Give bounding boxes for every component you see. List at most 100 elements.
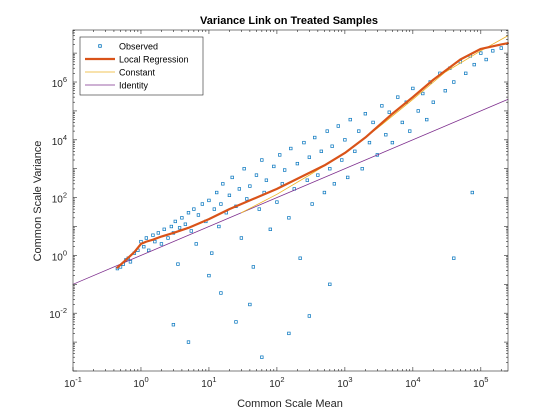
data-point (499, 46, 503, 50)
legend-label-observed: Observed (119, 41, 158, 51)
data-point (171, 323, 176, 327)
data-point (230, 175, 234, 180)
data-point (443, 89, 447, 93)
legend-entries: Observed Local Regression Constant Identity (85, 41, 189, 90)
x-tick-label: 104 (405, 375, 420, 390)
data-point (272, 164, 276, 169)
data-point (196, 213, 201, 217)
data-point (153, 239, 157, 244)
data-point (363, 112, 367, 116)
data-point (219, 291, 223, 295)
data-point (452, 256, 456, 260)
data-point (166, 236, 170, 240)
data-point (375, 153, 379, 157)
y-tick-label: 10-2 (49, 306, 67, 321)
data-point (227, 193, 232, 197)
y-axis-label: Common Scale Variance (32, 141, 44, 262)
data-point (325, 129, 329, 133)
data-point (194, 242, 198, 246)
data-point (156, 231, 160, 235)
data-point (248, 302, 252, 307)
legend: Observed Local Regression Constant Identity (79, 36, 204, 96)
data-point (452, 80, 456, 84)
data-point (367, 140, 372, 145)
series-identity-line (72, 99, 509, 285)
data-point (264, 178, 269, 182)
data-point (275, 200, 279, 204)
data-point (353, 149, 357, 153)
data-point (210, 251, 214, 255)
data-point (322, 190, 327, 195)
data-point (360, 167, 364, 171)
data-point (313, 135, 317, 140)
data-point (147, 248, 151, 252)
data-point (215, 190, 219, 195)
y-tick-label: 100 (52, 248, 67, 263)
data-point (212, 207, 216, 211)
data-point (380, 104, 384, 108)
data-point (142, 245, 146, 249)
axes-layer: 10-1 100 101 102 103 104 105 10-2 100 102 104 106 (49, 30, 508, 390)
data-point (491, 49, 495, 53)
data-point (316, 173, 320, 177)
data-point (186, 211, 191, 215)
data-point (183, 222, 188, 226)
data-point (384, 133, 388, 137)
series-local-regression-line (116, 42, 509, 269)
data-point (484, 57, 488, 62)
data-point (217, 224, 221, 229)
data-point (295, 161, 300, 166)
data-point (159, 242, 164, 246)
data-point (151, 233, 155, 237)
data-point (260, 355, 264, 359)
data-point (128, 260, 133, 264)
data-point (319, 149, 323, 153)
x-tick-label: 105 (473, 375, 488, 390)
data-point (162, 227, 166, 231)
data-point (237, 187, 241, 191)
data-point (251, 265, 255, 269)
data-point (221, 182, 225, 186)
data-point (336, 124, 340, 128)
data-point (328, 282, 332, 286)
data-point (239, 236, 244, 240)
series-observed (115, 46, 503, 359)
data-point (332, 182, 336, 186)
data-point (245, 197, 249, 201)
data-point (307, 314, 311, 318)
data-point (431, 100, 435, 104)
data-point (387, 110, 391, 114)
legend-label-constant: Constant (119, 67, 156, 77)
data-point (289, 146, 293, 151)
data-point (425, 117, 429, 122)
x-tick-label: 100 (133, 375, 148, 390)
data-point (411, 86, 415, 91)
data-point (328, 167, 332, 171)
data-point (470, 190, 474, 195)
data-point (464, 71, 468, 75)
data-point (479, 51, 483, 55)
data-point (257, 207, 261, 211)
data-point (408, 129, 412, 133)
y-tick-label: 106 (52, 75, 67, 90)
data-point (396, 95, 400, 99)
data-point (200, 202, 205, 206)
data-point (298, 256, 302, 260)
data-point (207, 198, 211, 203)
data-point (260, 158, 264, 162)
data-point (400, 120, 404, 125)
x-tick-label: 103 (337, 375, 352, 390)
x-tick-label: 10-1 (64, 375, 82, 390)
data-point (348, 117, 352, 122)
chart-title: Variance Link on Treated Samples (200, 15, 378, 27)
data-point (416, 109, 420, 113)
data-point (192, 207, 196, 211)
data-point (176, 262, 180, 266)
x-axis-label: Common Scale Mean (237, 398, 343, 410)
series-layer (72, 35, 509, 359)
data-point (305, 178, 309, 182)
data-point (173, 219, 177, 224)
data-point (248, 184, 252, 188)
data-point (302, 140, 306, 145)
